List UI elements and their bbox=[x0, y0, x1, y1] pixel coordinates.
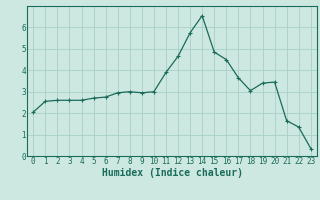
X-axis label: Humidex (Indice chaleur): Humidex (Indice chaleur) bbox=[101, 168, 243, 178]
